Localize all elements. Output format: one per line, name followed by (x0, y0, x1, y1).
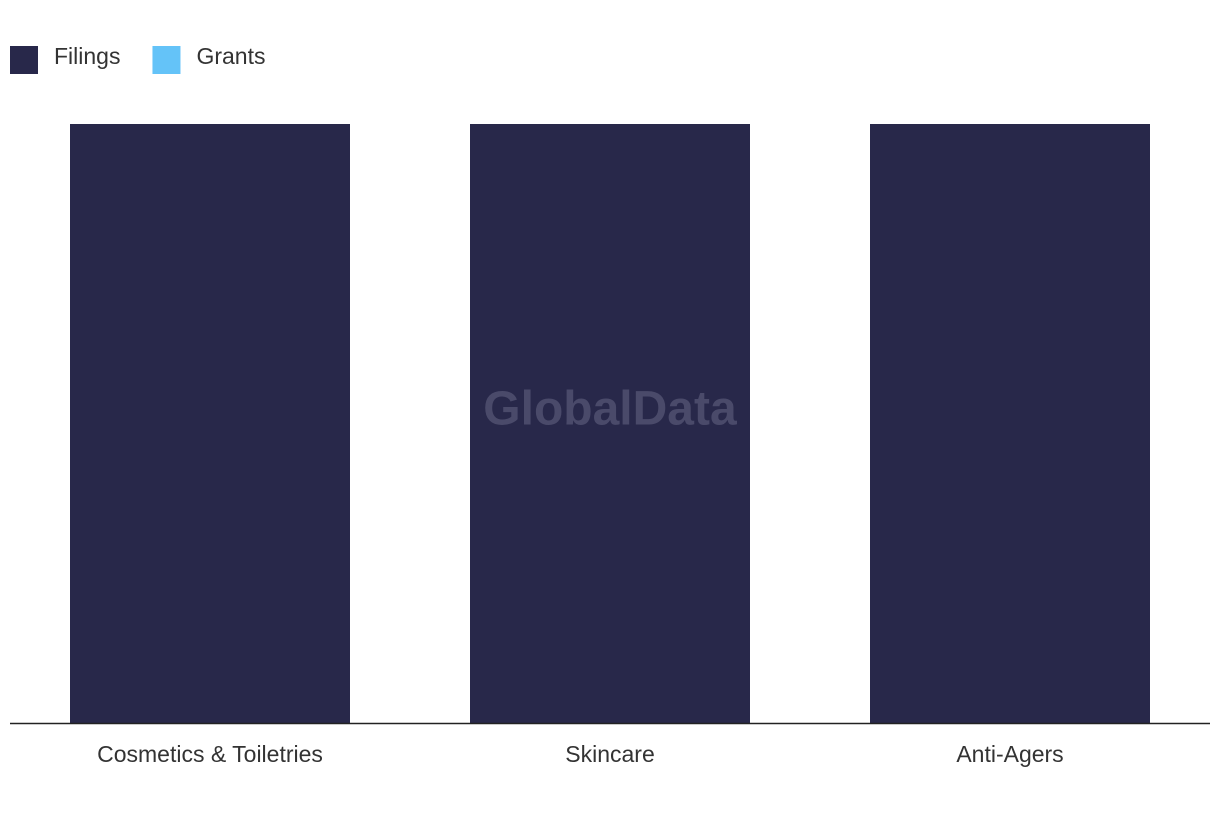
bar (470, 124, 750, 723)
legend-label: Grants (196, 43, 265, 69)
legend-swatch (10, 46, 38, 74)
x-tick-label: Anti-Agers (956, 741, 1063, 767)
x-tick-label: Skincare (565, 741, 654, 767)
x-tick-label: Cosmetics & Toiletries (97, 741, 323, 767)
watermark: GlobalData (483, 383, 737, 436)
legend-swatch (152, 46, 181, 74)
bar (870, 124, 1150, 723)
legend-label: Filings (54, 43, 120, 69)
bar (70, 124, 350, 723)
